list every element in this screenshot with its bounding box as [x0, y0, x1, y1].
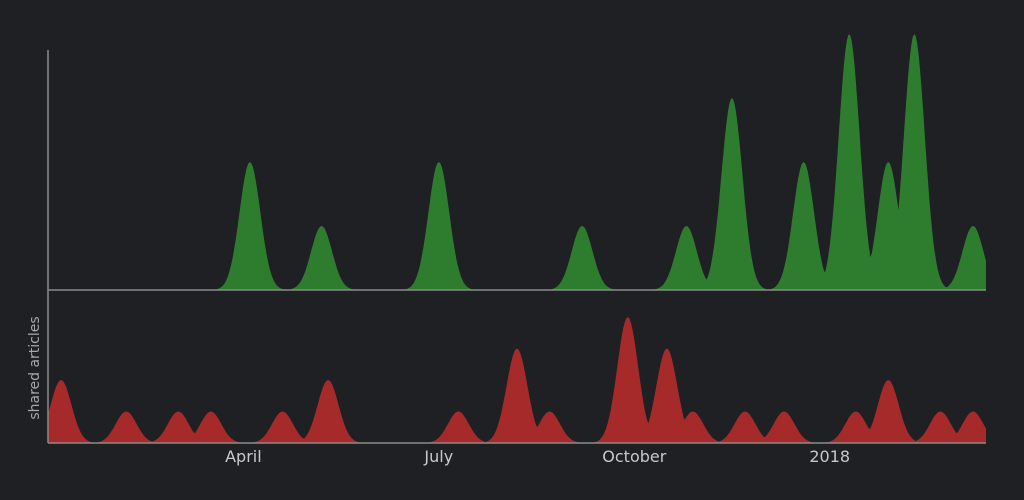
x-tick-label: April	[225, 447, 262, 466]
y-axis-title: shared articles	[27, 316, 43, 419]
series-area-2	[48, 317, 986, 443]
x-tick-label: 2018	[809, 447, 850, 466]
x-tick-label: October	[602, 447, 666, 466]
chart-areas	[48, 34, 986, 443]
x-axis-ticks: April July October 2018	[225, 447, 850, 466]
x-tick-label: July	[423, 447, 453, 466]
series-area-1	[48, 34, 986, 290]
